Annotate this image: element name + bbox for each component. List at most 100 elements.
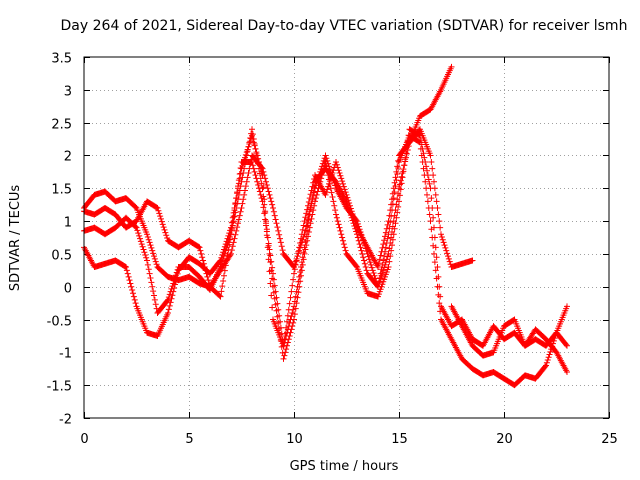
data-point <box>335 167 342 174</box>
data-point <box>203 270 210 277</box>
data-point <box>228 219 235 226</box>
data-point <box>289 309 296 316</box>
data-point <box>389 236 396 243</box>
data-point <box>375 260 382 267</box>
data-point <box>551 335 558 342</box>
data-point <box>355 237 362 244</box>
data-point <box>256 185 262 192</box>
data-point <box>221 243 228 250</box>
data-point <box>424 167 430 174</box>
data-point <box>291 270 297 277</box>
data-point <box>266 268 273 275</box>
data-point <box>260 184 267 191</box>
data-point <box>353 228 360 235</box>
data-point <box>144 261 151 268</box>
data-point <box>418 152 425 159</box>
data-point <box>387 253 394 260</box>
data-point <box>230 213 237 220</box>
data-point <box>240 196 247 203</box>
data-point <box>254 178 261 185</box>
data-point <box>256 159 262 166</box>
data-point <box>231 235 238 242</box>
data-point <box>420 165 427 172</box>
data-point <box>438 233 445 240</box>
data-point <box>256 162 263 169</box>
data-point <box>155 207 162 214</box>
data-point <box>322 152 329 159</box>
data-point <box>149 283 156 290</box>
series-1 <box>81 126 476 290</box>
data-point <box>368 264 375 271</box>
data-point <box>550 337 557 344</box>
data-point <box>174 270 181 277</box>
data-point <box>256 188 263 195</box>
data-point <box>424 198 431 205</box>
data-point <box>273 294 280 301</box>
data-point <box>216 292 223 299</box>
data-point <box>154 204 161 211</box>
x-axis-label: GPS time / hours <box>290 459 399 474</box>
data-point <box>311 184 318 191</box>
data-point <box>343 198 350 205</box>
data-point <box>218 254 225 261</box>
data-point <box>263 222 269 229</box>
data-point <box>153 261 160 268</box>
data-point <box>428 226 435 233</box>
data-point <box>341 244 348 251</box>
data-point <box>151 296 158 303</box>
data-point <box>375 279 382 286</box>
data-point <box>369 267 376 274</box>
data-point <box>428 195 435 202</box>
data-point <box>148 279 155 286</box>
data-point <box>257 191 264 198</box>
data-point <box>546 351 553 358</box>
data-point <box>268 198 275 205</box>
data-point <box>433 275 440 282</box>
data-point <box>158 218 165 225</box>
data-point <box>132 223 139 230</box>
data-point <box>396 192 403 199</box>
data-point <box>152 301 159 308</box>
data-point <box>386 258 393 265</box>
data-point <box>137 238 144 245</box>
data-point <box>287 294 294 301</box>
data-point <box>392 220 399 227</box>
data-point <box>375 283 381 290</box>
data-point <box>385 264 392 271</box>
data-point <box>168 295 175 302</box>
y-tick-label: -2 <box>59 413 72 428</box>
data-point <box>145 236 152 243</box>
data-point <box>136 232 143 239</box>
data-point <box>390 231 397 238</box>
data-point <box>234 189 241 196</box>
data-point <box>389 207 395 214</box>
data-point <box>302 214 309 221</box>
data-point <box>269 201 276 208</box>
x-tick-label: 10 <box>286 432 303 447</box>
data-point <box>270 208 277 215</box>
data-point <box>564 303 570 310</box>
data-point <box>235 177 242 184</box>
data-point <box>249 132 255 139</box>
data-point <box>384 235 391 242</box>
data-point <box>217 264 224 271</box>
data-point <box>254 152 261 159</box>
data-point <box>144 233 151 240</box>
data-point <box>385 231 392 238</box>
data-point <box>251 142 258 149</box>
data-point <box>223 238 230 245</box>
data-point <box>391 189 398 196</box>
data-point <box>542 363 549 370</box>
plot-frame <box>83 56 610 419</box>
data-point <box>277 235 283 242</box>
data-point <box>250 139 257 146</box>
data-point <box>431 178 437 185</box>
y-tick-label: 1.5 <box>51 183 72 198</box>
data-point <box>271 282 278 289</box>
data-point <box>148 244 155 251</box>
data-point <box>137 235 143 242</box>
data-point <box>277 324 284 331</box>
data-point <box>269 304 276 311</box>
data-point <box>258 180 265 187</box>
